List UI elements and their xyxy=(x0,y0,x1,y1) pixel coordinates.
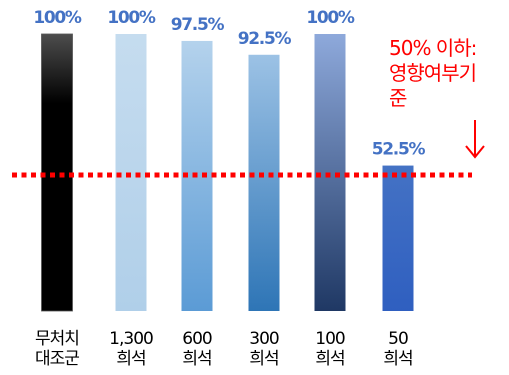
value-label-5: 52.5% xyxy=(372,140,426,160)
value-label-0: 100% xyxy=(33,8,82,28)
bar-5 xyxy=(382,165,414,311)
annotation-line-0: 50% 이하: xyxy=(389,36,476,60)
category-label-0: 무처치 대조군 xyxy=(35,329,79,369)
category-labels-group: 무처치 대조군 1,300 희석 600 희석 300 희석 100 희석 50 희석 xyxy=(35,329,414,369)
category-label-4: 100 희석 xyxy=(315,329,345,369)
annotation-line-2: 준 xyxy=(389,86,407,110)
category-label-2: 600 희석 xyxy=(182,329,212,369)
bar-3 xyxy=(248,54,280,312)
value-labels-group: 100% 100% 97.5% 92.5% 100% 52.5% xyxy=(33,8,426,160)
annotation-line-1: 영향여부기 xyxy=(389,61,476,85)
value-label-4: 100% xyxy=(306,8,355,28)
category-label-1: 1,300 희석 xyxy=(109,329,153,369)
category-label-5: 50 희석 xyxy=(383,329,412,369)
annotation-arrowhead xyxy=(465,145,485,159)
value-label-3: 92.5% xyxy=(238,29,292,49)
bar-0 xyxy=(41,33,73,312)
category-label-3: 300 희석 xyxy=(249,329,279,369)
value-label-2: 97.5% xyxy=(171,15,225,35)
value-label-1: 100% xyxy=(107,8,156,28)
